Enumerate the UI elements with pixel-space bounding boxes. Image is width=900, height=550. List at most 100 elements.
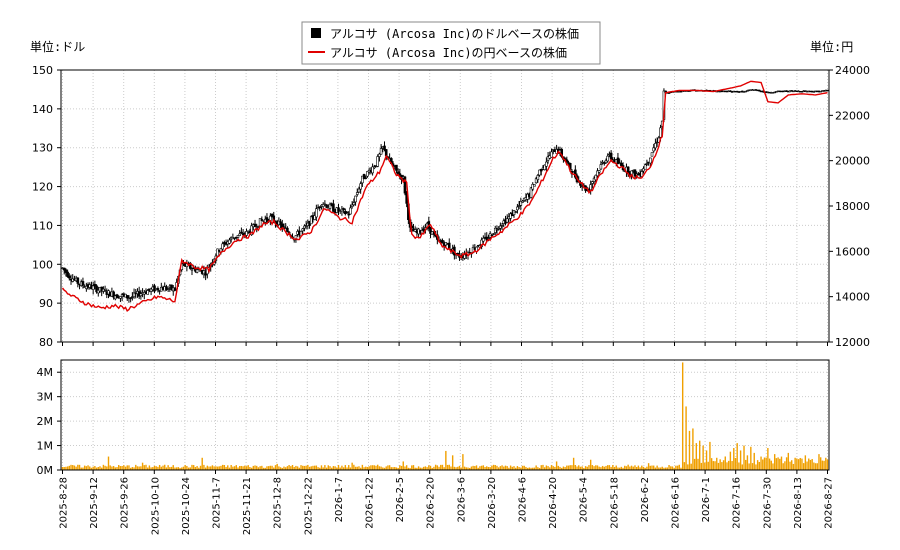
candle-body	[487, 237, 490, 240]
candle-body	[357, 188, 361, 193]
volume-bar	[330, 467, 333, 470]
volume-bar	[680, 467, 682, 470]
volume-bar	[162, 465, 164, 470]
candle-body	[253, 223, 257, 227]
volume-bar	[63, 466, 65, 470]
left-tick-label: 90	[39, 297, 53, 310]
volume-bar	[825, 457, 827, 470]
volume-bar	[547, 466, 549, 470]
volume-bar	[591, 465, 594, 470]
volume-bar	[291, 464, 294, 470]
volume-bar	[238, 466, 241, 470]
volume-panel-frame	[60, 359, 830, 471]
candle-body	[96, 289, 100, 294]
jpy-line-series	[61, 80, 828, 312]
volume-bar	[366, 466, 369, 470]
volume-bar	[409, 467, 411, 470]
volume-bar	[216, 466, 219, 470]
volume-bar	[354, 466, 357, 470]
volume-bar	[588, 465, 590, 470]
volume-bar	[164, 464, 166, 470]
volume-bar	[663, 467, 665, 470]
volume-bar	[555, 461, 558, 470]
volume-bar	[327, 465, 329, 470]
volume-bar	[107, 456, 110, 470]
volume-bar	[102, 464, 105, 470]
volume-bar	[167, 465, 169, 470]
volume-bar	[550, 465, 553, 470]
volume-bar	[460, 467, 462, 470]
candle-body	[125, 295, 129, 299]
volume-bar	[141, 462, 144, 470]
candle-body	[245, 231, 248, 236]
volume-bar	[484, 466, 486, 470]
volume-bar	[656, 465, 658, 470]
volume-bar	[244, 465, 246, 470]
volume-bar	[170, 466, 173, 470]
volume-bar	[295, 465, 297, 470]
volume-bar	[540, 465, 542, 470]
volume-bar	[658, 467, 660, 470]
volume-bar	[94, 466, 96, 470]
volume-bar	[480, 465, 483, 470]
volume-bar	[603, 466, 606, 470]
candle-body	[729, 90, 732, 92]
volume-bar	[819, 457, 822, 470]
volume-bar	[467, 467, 469, 470]
volume-bar	[89, 466, 91, 470]
candle-body	[313, 215, 316, 220]
volume-bar	[124, 466, 127, 470]
right-tick-label: 18000	[835, 200, 870, 213]
volume-bar	[455, 467, 457, 470]
volume-bar	[773, 454, 776, 470]
volume-bar	[133, 467, 135, 470]
volume-bar	[257, 467, 260, 470]
volume-bar	[598, 466, 600, 470]
volume-bar	[80, 467, 82, 470]
volume-bar	[143, 465, 145, 470]
candle-body	[371, 166, 374, 174]
volume-bar	[675, 465, 677, 470]
volume-bar	[596, 465, 599, 470]
volume-bar	[738, 462, 740, 470]
left-axis-label: 単位:ドル	[30, 39, 85, 54]
candle-body	[95, 285, 98, 293]
candle-body	[328, 203, 332, 209]
volume-bar	[690, 463, 692, 470]
candle-body	[597, 170, 601, 173]
volume-bar	[375, 465, 377, 470]
volume-bar	[567, 465, 570, 470]
candle-body	[645, 163, 649, 165]
volume-bar	[709, 441, 711, 470]
candle-body	[228, 239, 231, 244]
volume-bar	[204, 467, 207, 470]
volume-bar	[564, 467, 566, 470]
volume-bar	[729, 451, 732, 470]
volume-bar	[719, 459, 721, 470]
volume-bar	[225, 466, 227, 470]
candle-body	[301, 228, 305, 232]
volume-bar	[445, 450, 447, 470]
right-axis-ticks: 12000 14000 16000 18000 20000 22000 24000	[829, 64, 870, 349]
candle-body	[146, 290, 149, 295]
volume-bar	[436, 465, 439, 470]
candle-body	[492, 233, 495, 235]
volume-bar	[685, 406, 687, 470]
volume-bar	[670, 466, 672, 470]
volume-bar	[816, 463, 818, 470]
volume-bar	[363, 467, 365, 470]
volume-bar	[75, 466, 77, 470]
volume-bar	[520, 467, 522, 470]
candle-body	[362, 174, 366, 180]
volume-bar	[760, 456, 762, 470]
volume-bar	[237, 467, 239, 470]
x-tick-label: 2025-9-26	[120, 477, 131, 529]
volume-bar	[768, 458, 771, 470]
candle-body	[81, 281, 85, 286]
volume-bar	[245, 466, 248, 470]
volume-bar	[411, 465, 413, 470]
candle-body	[238, 233, 241, 236]
x-tick-label: 2026-8-27	[824, 477, 835, 529]
volume-bar	[111, 466, 113, 470]
volume-bar	[187, 467, 190, 470]
